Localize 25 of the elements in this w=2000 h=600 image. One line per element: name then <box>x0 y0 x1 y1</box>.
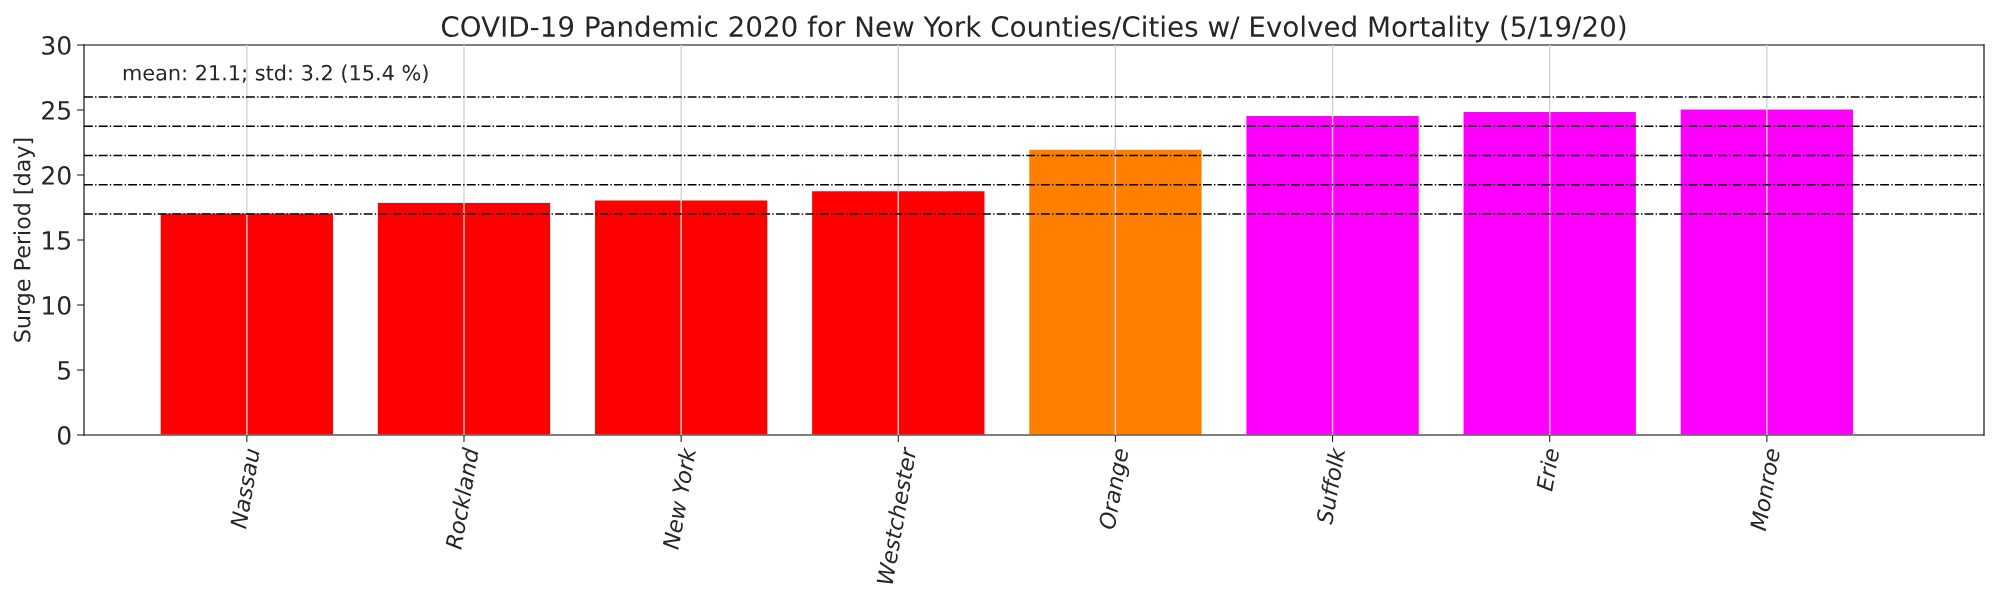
y-tick-label: 20 <box>42 165 71 185</box>
y-tick-label: 10 <box>43 295 71 315</box>
y-tick-label: 15 <box>43 231 71 250</box>
bar <box>593 199 769 435</box>
x-tick-label: Nassau <box>230 447 261 530</box>
x-tick-label: Erie <box>1535 447 1560 492</box>
y-axis-title: Surge Period [day] <box>13 138 35 342</box>
bar <box>1462 110 1638 435</box>
y-tick-label: 30 <box>42 35 71 55</box>
y-tick-label: 0 <box>57 425 71 445</box>
chart-title: COVID-19 Pandemic 2020 for New York Counties/Cities w/ Evolved Mortality (5/19/20) <box>441 15 1626 43</box>
x-tick-label: Orange <box>1098 447 1133 531</box>
x-tick-label: Monroe <box>1749 447 1781 532</box>
annotation: mean: 21.1; std: 3.2 (15.4 %) <box>123 64 428 84</box>
x-tick-label: New York <box>661 446 697 550</box>
x-tick-label: Suffolk <box>1315 446 1346 525</box>
bar <box>1679 108 1855 435</box>
bar <box>376 201 552 435</box>
bar <box>1245 114 1421 435</box>
x-tick-label: Rockland <box>444 446 480 550</box>
bar <box>810 189 986 435</box>
y-tick-label: 25 <box>42 100 71 120</box>
y-tick-label: 5 <box>58 361 71 380</box>
bar <box>159 212 335 435</box>
bar <box>1027 148 1203 435</box>
